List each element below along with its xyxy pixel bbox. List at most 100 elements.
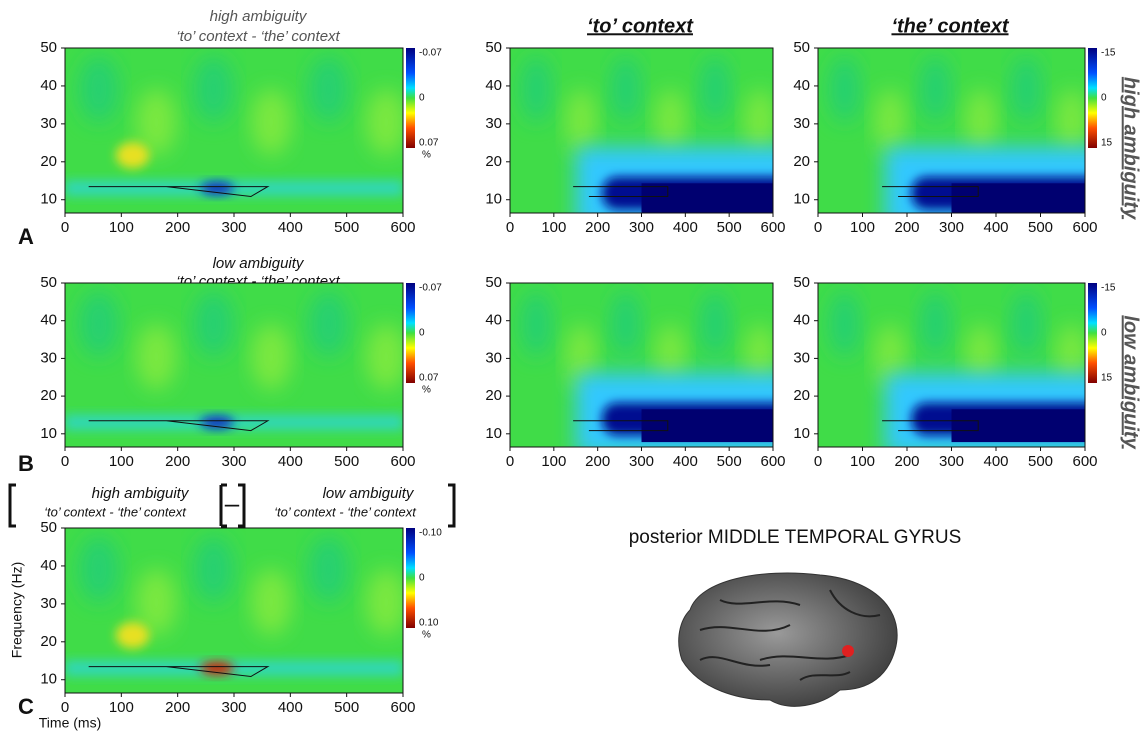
x-tick-label: 400 [278,453,303,470]
colorbar-label: 15 [1101,373,1113,384]
y-tick-label: 40 [40,557,57,574]
row-title: low ambiguity [1120,315,1142,449]
colorbar [1088,283,1097,383]
y-tick-label: 50 [485,274,502,291]
x-tick-label: 300 [939,219,964,236]
blob [699,291,731,357]
blob [193,536,234,603]
x-tick-label: 500 [717,453,742,470]
blob [308,291,349,357]
y-tick-label: 40 [40,312,57,329]
core [951,183,1085,213]
y-tick-label: 30 [793,115,810,132]
x-tick-label: 600 [760,219,785,236]
y-tick-label: 30 [40,115,57,132]
x-tick-label: 0 [61,699,69,716]
panel-letter: B [18,451,34,476]
x-axis-title: Time (ms) [39,715,101,731]
contour [882,186,979,197]
brain [678,572,898,707]
colorbar-label: 0 [1101,328,1107,339]
blob [744,324,773,390]
y-tick-label: 30 [40,595,57,612]
colorbar-label: 0.07 [419,373,439,384]
y-tick-label: 20 [793,387,810,404]
x-tick-label: 300 [221,453,246,470]
heatmap [64,47,404,214]
blob [919,291,952,357]
y-tick-label: 20 [485,153,502,170]
x-tick-label: 400 [278,699,303,716]
blob [193,56,234,123]
x-tick-label: 400 [673,219,698,236]
heatmap [817,47,1086,214]
column-title: ‘the’ context [891,15,1009,37]
blob [964,89,997,156]
y-tick-label: 50 [793,274,810,291]
x-tick-label: 100 [541,453,566,470]
heatmap [64,527,404,694]
colorbar-label: -0.07 [419,283,442,294]
blob [365,324,403,390]
blob [874,89,907,156]
x-tick-label: 400 [278,219,303,236]
heatmap-body [818,283,1085,447]
x-tick-label: 400 [983,219,1008,236]
colorbar [406,283,415,383]
heatmap-body [510,48,773,213]
contour [573,420,669,432]
y-tick-label: 10 [793,191,810,208]
y-tick-label: 40 [793,312,810,329]
y-tick-label: 50 [40,274,57,291]
blob [609,291,642,357]
panel-letter: A [18,224,34,249]
blob [78,291,120,357]
x-tick-label: 200 [165,453,190,470]
y-tick-label: 20 [485,387,502,404]
contour [882,420,979,432]
contour [88,186,270,198]
x-tick-label: 300 [939,453,964,470]
colorbar [406,528,415,628]
x-tick-label: 600 [1072,219,1097,236]
blob [365,89,403,156]
colorbar [1088,48,1097,148]
x-tick-label: 0 [814,453,822,470]
colorbar-label: -15 [1101,48,1116,59]
blob [78,56,120,123]
x-tick-label: 500 [334,699,359,716]
column-title: ‘to’ context [587,15,694,37]
hot [115,622,150,649]
blob [609,56,642,123]
header: low ambiguity [323,485,415,502]
colorbar-label: 0 [419,328,425,339]
blob [699,56,731,123]
x-tick-label: 500 [1028,453,1053,470]
header: ‘to’ context - ‘the’ context [176,28,340,45]
x-tick-label: 600 [390,219,415,236]
x-tick-label: 300 [629,219,654,236]
colorbar-label: 0 [419,93,425,104]
x-tick-label: 400 [673,453,698,470]
y-tick-label: 20 [40,387,57,404]
contour [88,666,270,678]
blob [828,56,861,123]
blob [135,324,177,390]
x-tick-label: 300 [629,453,654,470]
core [641,409,773,443]
y-axis-title: Frequency (Hz) [9,562,25,658]
y-tick-label: 50 [485,39,502,56]
y-tick-label: 10 [485,191,502,208]
x-tick-label: 200 [585,453,610,470]
header: high ambiguity [210,8,308,25]
y-tick-label: 30 [793,349,810,366]
blob [193,291,234,357]
heatmap [817,282,1086,448]
y-tick-label: 10 [40,671,57,688]
x-tick-label: 200 [894,453,919,470]
minus: – [225,488,240,518]
x-tick-label: 0 [61,219,69,236]
colorbar-label: -0.07 [419,48,442,59]
contour [88,420,270,432]
